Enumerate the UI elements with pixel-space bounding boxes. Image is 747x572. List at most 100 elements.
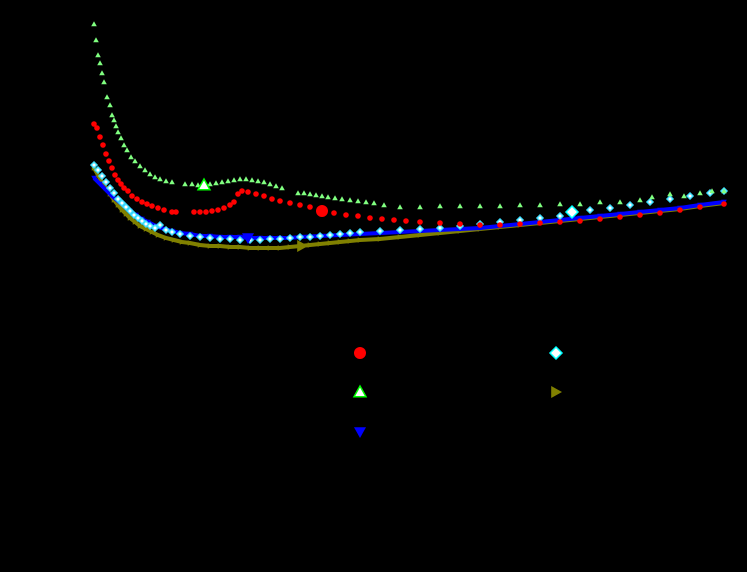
data-point (391, 217, 397, 223)
data-point (119, 207, 125, 213)
data-point (313, 192, 319, 198)
highlight-markers (196, 177, 580, 252)
data-point (124, 147, 130, 153)
data-point (617, 199, 623, 205)
data-point (649, 194, 655, 200)
data-point (709, 188, 715, 194)
data-point (435, 223, 445, 233)
data-point (93, 165, 103, 175)
data-point (197, 209, 203, 215)
data-point (657, 210, 663, 216)
data-point (637, 197, 643, 203)
data-point (437, 203, 443, 209)
data-point (269, 196, 275, 202)
data-point (227, 244, 233, 250)
data-point (189, 181, 195, 187)
legend-marker-green-triangle-up (352, 384, 368, 398)
highlight-marker (564, 204, 580, 220)
data-point (345, 228, 355, 238)
data-point (215, 234, 225, 244)
data-point (185, 231, 195, 241)
data-point (697, 204, 703, 210)
data-point (213, 180, 219, 186)
data-point (307, 204, 313, 210)
highlight-marker (297, 240, 308, 252)
data-point (134, 196, 140, 202)
data-point (111, 117, 117, 123)
data-point (155, 220, 165, 230)
data-point (721, 188, 727, 194)
data-point (417, 204, 423, 210)
data-point (295, 190, 301, 196)
data-point (203, 209, 209, 215)
data-point (245, 189, 251, 195)
data-point (132, 219, 138, 225)
data-point (315, 231, 325, 241)
data-point (277, 198, 283, 204)
data-point (118, 135, 124, 141)
data-point (121, 142, 127, 148)
data-point (207, 243, 213, 249)
data-point (319, 193, 325, 199)
data-point (667, 191, 673, 197)
data-point (497, 222, 503, 228)
data-point (205, 233, 215, 243)
data-point (117, 198, 127, 208)
data-point (243, 176, 249, 182)
highlight-marker (242, 233, 254, 244)
data-point (150, 223, 160, 233)
data-point (381, 202, 387, 208)
legend-marker-red-circle (354, 347, 366, 359)
data-point (279, 185, 285, 191)
data-point (115, 129, 121, 135)
data-point (152, 174, 158, 180)
data-point (397, 234, 403, 240)
data-point (417, 232, 423, 238)
data-point (109, 165, 115, 171)
data-point (118, 181, 124, 187)
data-point (182, 181, 188, 187)
data-point (237, 244, 243, 250)
data-point (99, 70, 105, 76)
data-point (191, 209, 197, 215)
data-point (375, 226, 385, 236)
data-point (101, 177, 111, 187)
data-point (255, 178, 261, 184)
data-point (625, 200, 635, 210)
data-point (161, 207, 167, 213)
data-point (129, 193, 135, 199)
data-point (415, 224, 425, 234)
data-point (367, 215, 373, 221)
data-point (149, 203, 155, 209)
data-point (89, 160, 99, 170)
data-point (497, 203, 503, 209)
data-point (457, 221, 463, 227)
data-point (597, 199, 603, 205)
data-point (235, 191, 241, 197)
data-point (355, 213, 361, 219)
legend-marker-olive-triangle-right (551, 386, 562, 398)
data-point (100, 142, 106, 148)
data-point (307, 191, 313, 197)
data-point (285, 233, 295, 243)
data-point (577, 218, 583, 224)
data-point (231, 177, 237, 183)
data-point (163, 235, 169, 241)
data-point (93, 37, 99, 43)
data-point (169, 209, 175, 215)
legend-marker-blue-triangle-down (354, 427, 366, 438)
data-point (355, 198, 361, 204)
data-point (171, 237, 177, 243)
data-point (327, 240, 333, 246)
data-point (163, 178, 169, 184)
data-point (195, 232, 205, 242)
data-point (477, 203, 483, 209)
data-point (109, 188, 119, 198)
data-point (97, 171, 107, 181)
data-point (112, 172, 118, 178)
data-point (219, 179, 225, 185)
data-point (307, 242, 313, 248)
data-point (665, 194, 675, 204)
data-point (91, 121, 97, 127)
